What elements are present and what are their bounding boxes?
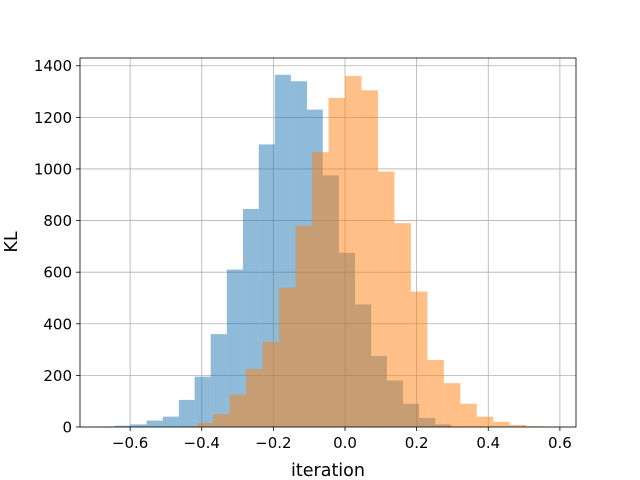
axis-ticks: −0.6 −0.4 −0.2 0.0 0.2 0.4 0.6 0 200 400 600 800 100…	[34, 57, 572, 452]
histogram-bar-series-2	[328, 97, 346, 427]
y-tick-label: 0	[62, 419, 72, 437]
y-tick-label: 1200	[34, 109, 72, 127]
histogram-bar-series-2	[361, 90, 378, 427]
y-tick-label: 600	[43, 264, 72, 282]
x-tick-label: −0.2	[255, 434, 291, 452]
y-tick-label: 1400	[34, 57, 72, 75]
histogram-bar-series-1	[130, 424, 147, 427]
y-tick-label: 1000	[34, 160, 72, 178]
histogram-bar-series-2	[410, 291, 428, 427]
histogram-bar-series-2	[229, 394, 247, 427]
histogram-bar-series-1	[114, 425, 131, 427]
histogram-bar-series-1	[162, 416, 179, 427]
histogram-bar-series-2	[279, 287, 296, 427]
histogram-bar-series-2	[377, 171, 395, 427]
histogram-bar-series-2	[476, 416, 494, 427]
histogram-bar-series-2	[493, 421, 510, 427]
plot-frame	[79, 57, 577, 428]
x-axis-label: iteration	[291, 461, 365, 480]
histogram-bar-series-2	[262, 341, 280, 427]
y-tick-label: 200	[43, 367, 72, 385]
y-tick-label: 800	[43, 212, 72, 230]
histogram-bar-series-1	[194, 376, 211, 427]
x-tick-label: −0.6	[112, 434, 148, 452]
x-tick-label: 0.6	[548, 434, 572, 452]
histogram-bar-series-1	[146, 420, 163, 427]
x-tick-label: 0.4	[476, 434, 500, 452]
histogram-bar-series-2	[427, 359, 444, 427]
histogram-bar-series-2	[509, 424, 527, 427]
histogram-bar-series-2	[213, 414, 230, 427]
x-tick-label: 0.0	[333, 434, 357, 452]
x-tick-label: −0.4	[184, 434, 220, 452]
histogram-bar-series-1	[210, 334, 227, 427]
histogram-bar-series-2	[460, 403, 477, 427]
histogram-bar-series-2	[196, 423, 214, 427]
histogram-bar-series-2	[345, 76, 362, 428]
histogram-bar-series-1	[178, 399, 195, 427]
y-axis-label: KL	[2, 231, 22, 252]
histogram-bar-series-2	[246, 368, 263, 427]
x-tick-label: 0.2	[405, 434, 429, 452]
histogram-bar-series-2	[295, 225, 313, 427]
histogram-bar-series-2	[394, 223, 411, 427]
histogram-bar-series-2	[312, 152, 329, 428]
y-tick-label: 400	[43, 315, 72, 333]
histogram-bars	[98, 74, 543, 428]
histogram-bar-series-2	[443, 383, 461, 427]
histogram-bar-series-1	[226, 269, 243, 427]
